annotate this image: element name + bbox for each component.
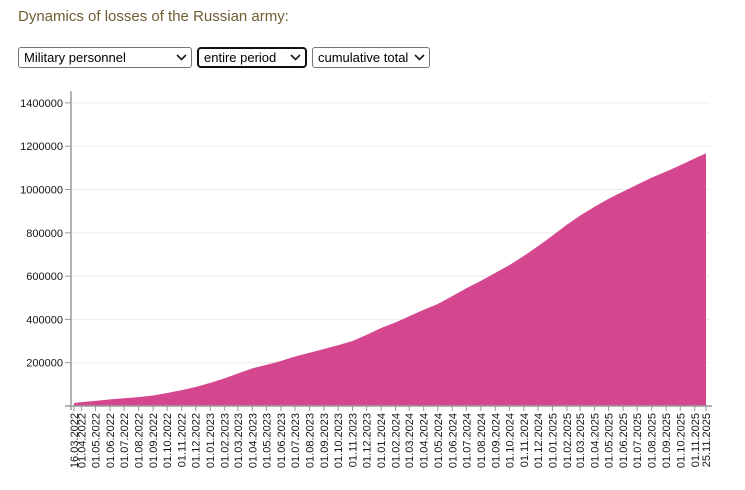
x-axis-date-label: 01.10.2022 <box>162 413 174 468</box>
y-axis-label: 1000000 <box>20 185 63 197</box>
chevron-down-icon <box>290 54 301 61</box>
x-axis-date-label: 01.05.2023 <box>261 413 273 468</box>
y-axis-label: 600000 <box>26 271 63 283</box>
page-title: Dynamics of losses of the Russian army: <box>18 8 289 25</box>
x-axis-date-label: 01.09.2022 <box>148 413 160 468</box>
x-axis-date-label: 01.07.2023 <box>290 413 302 468</box>
chevron-down-icon <box>414 54 425 61</box>
x-axis-date-label: 01.12.2024 <box>533 413 545 468</box>
x-axis-date-label: 01.08.2024 <box>476 413 488 468</box>
x-axis-date-label: 01.02.2023 <box>220 413 232 468</box>
x-axis-date-label: 01.07.2022 <box>119 413 131 468</box>
y-axis-label: 800000 <box>26 228 63 240</box>
x-axis-date-label: 01.04.2025 <box>590 413 602 468</box>
mode-select-value: cumulative total <box>318 50 409 65</box>
x-axis-date-label: 01.03.2025 <box>575 413 587 468</box>
x-axis-date-label: 01.11.2024 <box>519 413 531 467</box>
x-axis-date-label: 25.11.2025 <box>701 413 713 467</box>
x-axis-date-label: 01.12.2022 <box>191 413 203 468</box>
x-axis-date-label: 01.08.2025 <box>647 413 659 468</box>
x-axis-date-label: 16.03.2022 <box>69 413 81 468</box>
x-axis-date-label: 01.02.2025 <box>562 413 574 468</box>
x-axis-ticks <box>73 406 707 411</box>
mode-select[interactable]: cumulative total <box>312 47 430 68</box>
x-axis-date-label: 01.04.2022 <box>76 413 88 468</box>
x-axis-date-label: 01.05.2025 <box>604 413 616 468</box>
axes <box>65 91 712 410</box>
x-axis-date-label: 01.08.2023 <box>304 413 316 468</box>
x-axis-date-label: 01.04.2023 <box>247 413 259 468</box>
x-axis-date-label: 01.10.2023 <box>333 413 345 468</box>
period-select[interactable]: entire period <box>197 47 307 68</box>
cumulative-losses-area <box>74 153 706 406</box>
x-axis-date-label: 01.01.2024 <box>376 413 388 468</box>
x-axis-date-label: 01.09.2023 <box>319 413 331 468</box>
x-axis-date-label: 01.06.2025 <box>618 413 630 468</box>
x-axis-date-label: 01.02.2024 <box>391 413 403 468</box>
chevron-down-icon <box>176 54 187 61</box>
x-axis-date-label: 01.06.2022 <box>105 413 117 468</box>
x-axis-date-label: 01.10.2024 <box>504 413 516 468</box>
x-axis-date-label: 01.07.2025 <box>632 413 644 468</box>
x-axis-date-label: 01.01.2023 <box>205 413 217 468</box>
y-axis-ticks <box>65 102 71 364</box>
x-axis-date-label: 01.11.2022 <box>177 413 189 467</box>
x-axis-date-label: 01.03.2023 <box>233 413 245 468</box>
y-axis-label: 1400000 <box>20 98 63 110</box>
y-gridlines <box>71 102 710 364</box>
y-axis-labels: 200000 400000 600000 800000 1000000 1200000 14… <box>20 98 63 370</box>
y-axis-label: 200000 <box>26 358 63 370</box>
x-axis-date-label: 01.09.2025 <box>661 413 673 468</box>
x-axis-date-label: 01.09.2024 <box>490 413 502 468</box>
x-axis-date-label: 01.11.2025 <box>690 413 702 467</box>
category-select-value: Military personnel <box>24 50 126 65</box>
period-select-value: entire period <box>204 50 277 65</box>
x-axis-date-label: 01.05.2022 <box>91 413 103 468</box>
category-select[interactable]: Military personnel <box>18 47 192 68</box>
y-axis-label: 400000 <box>26 314 63 326</box>
x-axis-date-label: 01.07.2024 <box>461 413 473 468</box>
x-axis-date-label: 01.10.2025 <box>675 413 687 468</box>
x-axis-date-label: 01.06.2024 <box>447 413 459 468</box>
x-axis-date-label: 01.08.2022 <box>134 413 146 468</box>
x-axis-date-label: 01.05.2024 <box>433 413 445 468</box>
x-axis-date-label: 01.01.2025 <box>547 413 559 468</box>
x-axis-date-label: 01.06.2023 <box>276 413 288 468</box>
x-axis-date-label: 01.12.2023 <box>362 413 374 468</box>
area-series <box>74 153 706 406</box>
x-axis-date-label: 01.04.2024 <box>419 413 431 468</box>
x-axis-date-label: 01.03.2024 <box>404 413 416 468</box>
y-axis-label: 1200000 <box>20 141 63 153</box>
x-axis-date-label: 01.11.2023 <box>348 413 360 467</box>
